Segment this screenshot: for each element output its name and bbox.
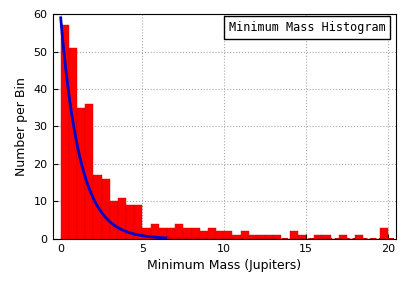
X-axis label: Minimum Mass (Jupiters): Minimum Mass (Jupiters) (147, 259, 301, 272)
Bar (355, 235, 363, 239)
Bar (200, 231, 208, 239)
Bar (101, 179, 110, 239)
Bar (290, 231, 298, 239)
Bar (183, 228, 191, 239)
Bar (257, 235, 265, 239)
Bar (175, 224, 183, 239)
Bar (249, 235, 257, 239)
Bar (232, 235, 240, 239)
Bar (208, 228, 216, 239)
Bar (224, 231, 232, 239)
Y-axis label: Number per Bin: Number per Bin (15, 77, 28, 176)
Bar (134, 205, 143, 239)
Bar (314, 235, 322, 239)
Bar (159, 228, 167, 239)
Bar (240, 231, 249, 239)
Bar (151, 224, 159, 239)
Bar (191, 228, 200, 239)
Bar (77, 108, 85, 239)
Bar (93, 175, 101, 239)
Bar (380, 228, 388, 239)
Bar (298, 235, 306, 239)
Bar (126, 205, 134, 239)
Bar (85, 104, 93, 239)
Bar (322, 235, 330, 239)
Bar (143, 228, 151, 239)
Text: Minimum Mass Histogram: Minimum Mass Histogram (229, 21, 385, 34)
Bar (273, 235, 282, 239)
Bar (110, 201, 118, 239)
Bar (69, 48, 77, 239)
Bar (265, 235, 273, 239)
Bar (61, 25, 69, 239)
Bar (339, 235, 347, 239)
Bar (216, 231, 224, 239)
Bar (118, 198, 126, 239)
Bar (167, 228, 175, 239)
